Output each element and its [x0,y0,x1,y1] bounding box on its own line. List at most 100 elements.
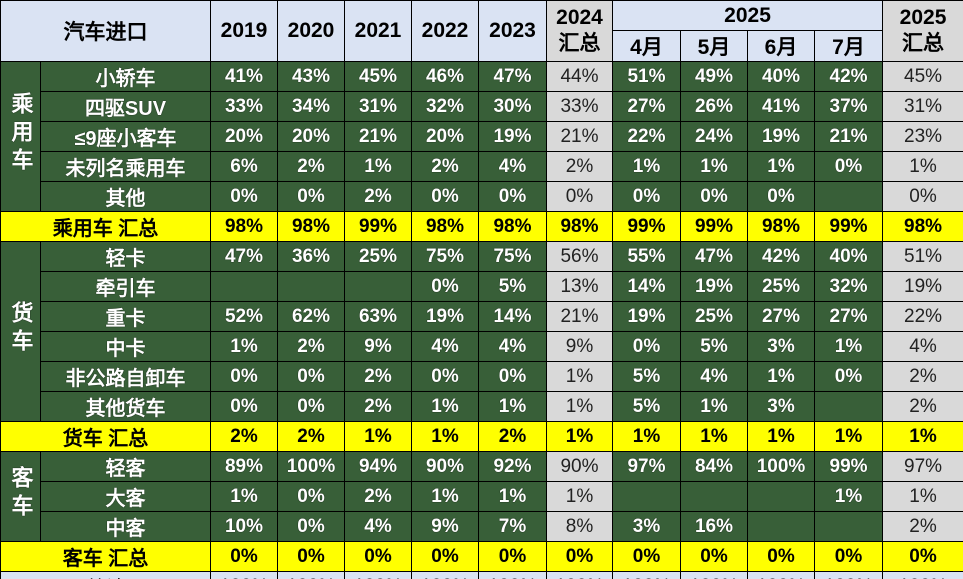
value-cell: 0% [277,391,345,422]
value-cell: 9% [344,331,412,362]
total-label: 总计 [0,571,211,579]
table-row: ≤9座小客车 20% 20% 21% 20% 19% 21% 22% 24% 19% 21% 23% [1,121,963,152]
row-label: 牵引车 [40,271,211,302]
summary-label: 乘用车 汇总 [0,211,211,242]
value-cell: 0% [882,181,963,212]
header-summary-2025-label: 汇总 [902,32,945,55]
value-cell: 1% [478,391,547,422]
value-cell: 47% [478,61,547,92]
summary-value-cell: 0% [277,541,345,572]
header-year-2020: 2020 [277,0,345,62]
total-value-cell: 100% [882,571,963,579]
value-cell: 3% [747,331,815,362]
value-cell: 27% [813,301,884,332]
summary-value-cell: 98% [277,211,345,242]
value-cell: 7% [478,511,547,542]
value-cell: 31% [882,91,963,122]
value-cell [344,271,412,302]
value-cell: 0% [478,361,547,392]
value-cell: 14% [478,301,547,332]
group-label-cell: 乘用车 [0,61,41,212]
value-cell: 62% [277,301,345,332]
value-cell: 33% [210,91,278,122]
value-cell [277,271,345,302]
value-cell: 32% [813,271,884,302]
value-cell: 40% [813,241,884,272]
summary-value-cell: 99% [612,211,681,242]
table-row: 其他货车 0% 0% 2% 1% 1% 1% 5% 1% 3% 2% [1,391,963,422]
value-cell: 41% [210,61,278,92]
value-cell: 22% [612,121,681,152]
row-label: 四驱SUV [40,91,211,122]
summary-row: 乘用车 汇总 98% 98% 99% 98% 98% 98% 99% 99% 98% 99% 98% [0,211,963,242]
value-cell: 42% [813,61,884,92]
summary-value-cell: 98% [411,211,479,242]
value-cell: 25% [344,241,412,272]
value-cell: 5% [612,391,681,422]
value-cell: 2% [344,181,412,212]
value-cell [813,391,884,422]
value-cell: 1% [882,481,963,512]
row-label: 重卡 [40,301,211,332]
value-cell: 2% [882,361,963,392]
table-row: 其他 0% 0% 2% 0% 0% 0% 0% 0% 0% 0% [1,181,963,212]
header-summary-2025-year: 2025 [899,6,947,29]
summary-value-cell: 0% [612,541,681,572]
value-cell: 1% [813,331,884,362]
summary-value-cell: 98% [546,211,613,242]
value-cell: 75% [478,241,547,272]
value-cell: 1% [680,391,748,422]
value-cell: 1% [747,361,815,392]
value-cell: 55% [612,241,681,272]
header-summary-2025: 2025 汇总 [882,0,963,62]
row-label: 轻客 [40,451,211,482]
value-cell: 1% [210,481,278,512]
table-row: 中卡 1% 2% 9% 4% 4% 9% 0% 5% 3% 1% 4% [1,331,963,362]
header-year-2025: 2025 [611,0,884,31]
table-row: 未列名乘用车 6% 2% 1% 2% 4% 2% 1% 1% 1% 0% 1% [1,151,963,182]
value-cell: 20% [277,121,345,152]
value-cell: 31% [344,91,412,122]
row-label: 小轿车 [40,61,211,92]
value-cell: 2% [411,151,479,182]
value-cell: 0% [411,361,479,392]
value-cell: 0% [277,511,345,542]
value-cell: 2% [882,391,963,422]
value-cell: 0% [277,181,345,212]
summary-value-cell: 1% [680,421,748,452]
value-cell: 1% [612,151,681,182]
header-year-2021: 2021 [344,0,412,62]
value-cell: 36% [277,241,345,272]
total-value-cell: 100% [210,571,278,579]
row-label: 其他货车 [40,391,211,422]
value-cell: 4% [411,331,479,362]
value-cell: 90% [546,451,613,482]
value-cell: 97% [612,451,681,482]
group-label-cell: 货车 [0,241,41,422]
value-cell [612,481,681,512]
value-cell: 21% [546,301,613,332]
summary-value-cell: 0% [546,541,613,572]
row-label: 非公路自卸车 [40,361,211,392]
value-cell: 2% [344,481,412,512]
row-label: 中客 [40,511,211,542]
table-row: 牵引车 0% 5% 13% 14% 19% 25% 32% 19% [1,271,963,302]
row-label: 中卡 [40,331,211,362]
value-cell: 41% [747,91,815,122]
value-cell: 1% [747,151,815,182]
summary-value-cell: 1% [344,421,412,452]
value-cell: 0% [546,181,613,212]
header-summary-2024-year: 2024 [556,6,603,29]
summary-value-cell: 1% [813,421,884,452]
value-cell: 23% [882,121,963,152]
value-cell: 21% [813,121,884,152]
value-cell: 21% [546,121,613,152]
value-cell: 1% [680,151,748,182]
value-cell: 1% [546,361,613,392]
value-cell: 0% [747,181,815,212]
table-row: 非公路自卸车 0% 0% 2% 0% 0% 1% 5% 4% 1% 0% 2% [1,361,963,392]
value-cell: 4% [478,331,547,362]
summary-value-cell: 0% [478,541,547,572]
table-row: 客车 轻客 89% 100% 94% 90% 92% 90% 97% 84% 100% 99% 97% [0,451,963,542]
value-cell [747,511,815,542]
